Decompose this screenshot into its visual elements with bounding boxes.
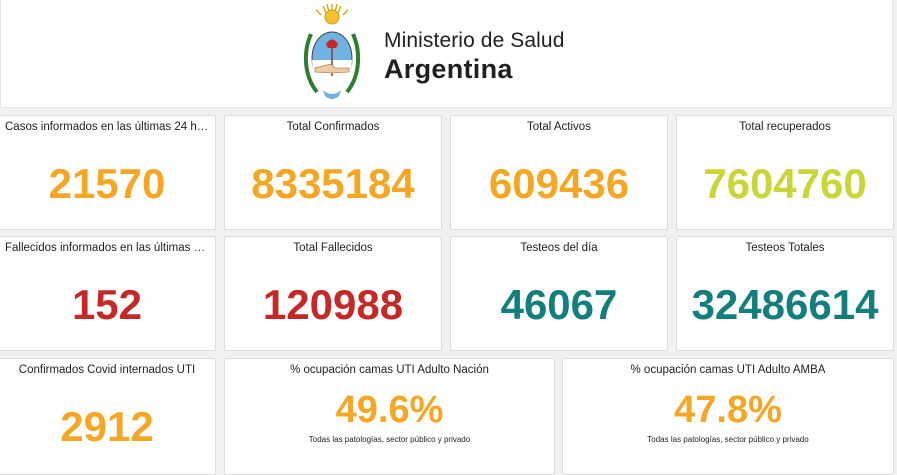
card-title: Testeos Totales <box>745 242 825 254</box>
card-title: Total Fallecidos <box>293 242 373 254</box>
card-value: 8335184 <box>251 160 415 207</box>
card-value: 2912 <box>60 403 154 450</box>
card-total-confirmed: Total Confirmados 8335184 <box>224 115 442 230</box>
card-title: % ocupación camas UTI Adulto AMBA <box>630 364 826 376</box>
card-new-deaths: Fallecidos informados en las últimas 24 … <box>0 236 216 351</box>
card-total-recovered: Total recuperados 7604760 <box>676 115 894 230</box>
card-title: % ocupación camas UTI Adulto Nación <box>290 364 489 376</box>
card-value: 609436 <box>488 160 630 207</box>
card-subtitle: Todas las patologías, sector público y p… <box>647 435 809 444</box>
card-new-cases: Casos informados en las últimas 24 horas… <box>0 115 216 230</box>
card-value: 49.6% <box>335 389 444 431</box>
country-title: Argentina <box>384 54 513 84</box>
card-title: Total Confirmados <box>286 121 380 133</box>
card-subtitle: Todas las patologías, sector público y p… <box>308 435 471 444</box>
card-title: Casos informados en las últimas 24 horas <box>5 121 215 133</box>
card-total-tests: Testeos Totales 32486614 <box>676 236 894 351</box>
card-title: Total Activos <box>527 121 591 133</box>
card-value: 7604760 <box>703 160 867 207</box>
card-daily-tests: Testeos del día 46067 <box>450 236 668 351</box>
argentina-coat-of-arms-icon <box>303 3 361 99</box>
card-value: 21570 <box>48 160 166 207</box>
card-value: 32486614 <box>691 281 879 328</box>
ministry-name: Ministerio de Salud Argentina <box>384 28 565 84</box>
card-total-active: Total Activos 609436 <box>450 115 668 230</box>
ministry-logo: Ministerio de Salud Argentina <box>301 2 571 106</box>
ministry-title: Ministerio de Salud <box>384 29 565 52</box>
card-value: 46067 <box>500 281 618 328</box>
card-title: Fallecidos informados en las últimas 24 … <box>5 242 215 254</box>
card-total-deaths: Total Fallecidos 120988 <box>224 236 442 351</box>
header: Ministerio de Salud Argentina <box>0 0 893 108</box>
card-icu-occupancy-nation: % ocupación camas UTI Adulto Nación 49.6… <box>224 358 555 475</box>
card-value: 120988 <box>262 281 404 328</box>
card-title: Confirmados Covid internados UTI <box>18 364 196 376</box>
card-value: 47.8% <box>674 389 782 431</box>
card-title: Testeos del día <box>520 242 598 254</box>
card-value: 152 <box>71 281 143 328</box>
card-icu-occupancy-amba: % ocupación camas UTI Adulto AMBA 47.8% … <box>562 358 894 475</box>
card-icu-confirmed: Confirmados Covid internados UTI 2912 <box>0 358 216 475</box>
card-title: Total recuperados <box>739 121 831 133</box>
